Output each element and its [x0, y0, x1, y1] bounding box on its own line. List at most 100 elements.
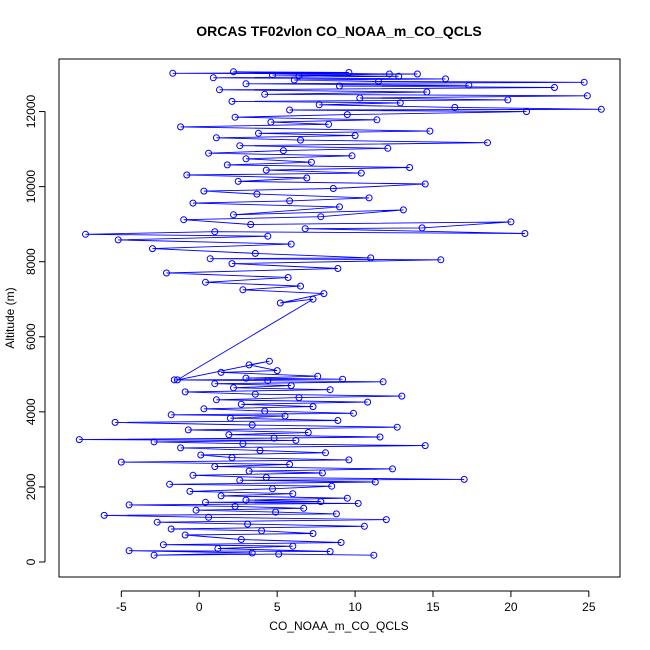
data-point: [295, 394, 303, 402]
data-point: [265, 357, 273, 365]
y-axis: 0 2000 4000 6000 8000 10000 12000: [24, 95, 46, 565]
data-point: [153, 518, 161, 526]
data-point: [125, 547, 133, 555]
data-point: [421, 180, 429, 188]
data-point: [267, 118, 275, 126]
data-point: [261, 90, 269, 98]
data-point: [389, 465, 396, 473]
data-point: [202, 498, 209, 506]
data-point: [228, 97, 236, 105]
data-point: [343, 494, 351, 502]
data-point: [315, 101, 323, 109]
data-point: [262, 166, 270, 174]
x-tick-label: 25: [582, 600, 596, 614]
data-point: [209, 74, 217, 82]
data-point: [270, 434, 278, 442]
y-tick-label: 0: [24, 558, 38, 565]
data-point: [189, 471, 197, 479]
data-point: [304, 429, 312, 436]
data-point: [395, 72, 403, 80]
data-point: [184, 426, 192, 434]
data-point: [371, 478, 379, 486]
data-point: [217, 492, 225, 500]
data-point: [237, 400, 245, 408]
data-point: [244, 520, 252, 528]
data-point: [356, 94, 364, 102]
data-point: [295, 72, 303, 80]
x-tick-label: 0: [196, 600, 203, 614]
data-point: [329, 185, 337, 192]
data-point: [334, 417, 342, 424]
data-point: [269, 485, 276, 493]
data-point: [269, 71, 276, 79]
data-point: [580, 78, 588, 86]
data-point: [318, 469, 326, 477]
data-point: [225, 431, 233, 439]
data-point: [248, 421, 256, 429]
chart-title: ORCAS TF02vlon CO_NOAA_m_CO_QCLS: [196, 23, 482, 39]
data-point: [183, 171, 191, 179]
plot-frame: [58, 58, 621, 578]
x-tick-label: 5: [274, 600, 281, 614]
data-point: [248, 549, 256, 557]
data-point: [166, 480, 174, 488]
data-point: [212, 396, 220, 404]
data-point: [149, 245, 156, 253]
data-point: [326, 386, 334, 394]
data-point: [228, 260, 236, 268]
data-point: [322, 449, 329, 457]
data-point: [289, 542, 297, 550]
data-point: [332, 510, 340, 518]
data-point: [262, 474, 270, 481]
series-line: [79, 71, 602, 556]
x-tick-label: 20: [504, 600, 518, 614]
x-tick-label: 10: [348, 600, 362, 614]
data-point: [348, 152, 356, 160]
data-point: [150, 551, 158, 559]
data-point: [382, 516, 390, 524]
data-point: [307, 158, 315, 166]
y-tick-label: 8000: [24, 248, 38, 275]
data-point: [357, 169, 365, 177]
data-point: [242, 155, 250, 163]
data-point: [264, 377, 272, 385]
data-point: [211, 380, 219, 388]
data-point: [301, 225, 309, 233]
data-point: [216, 86, 223, 94]
data-point: [125, 501, 133, 509]
data-point: [413, 70, 421, 78]
data-point: [230, 68, 237, 76]
data-point: [211, 463, 219, 471]
y-tick-label: 6000: [24, 323, 38, 350]
series-layer: [75, 68, 605, 559]
data-point: [264, 232, 272, 240]
data-point: [200, 187, 208, 195]
data-point: [320, 290, 328, 298]
y-tick-label: 12000: [24, 95, 38, 129]
data-point: [82, 230, 89, 238]
data-point: [437, 256, 445, 264]
x-tick-label: 15: [426, 600, 440, 614]
data-point: [256, 447, 264, 454]
data-point: [290, 76, 298, 84]
data-point: [551, 84, 558, 91]
data-point: [317, 498, 325, 506]
data-point: [234, 177, 242, 185]
data-point: [284, 274, 292, 281]
data-point: [376, 433, 384, 441]
data-point: [314, 372, 322, 380]
data-point: [251, 249, 259, 257]
data-point: [231, 113, 239, 121]
data-point: [247, 221, 255, 228]
data-point: [460, 475, 468, 483]
data-point: [421, 442, 429, 450]
data-point: [255, 129, 262, 137]
data-point: [336, 82, 343, 90]
data-point: [281, 412, 289, 420]
x-axis: -5 0 5 10 15 20 25: [116, 590, 596, 614]
data-point: [339, 375, 347, 383]
data-point: [317, 213, 325, 221]
data-point: [275, 550, 283, 558]
